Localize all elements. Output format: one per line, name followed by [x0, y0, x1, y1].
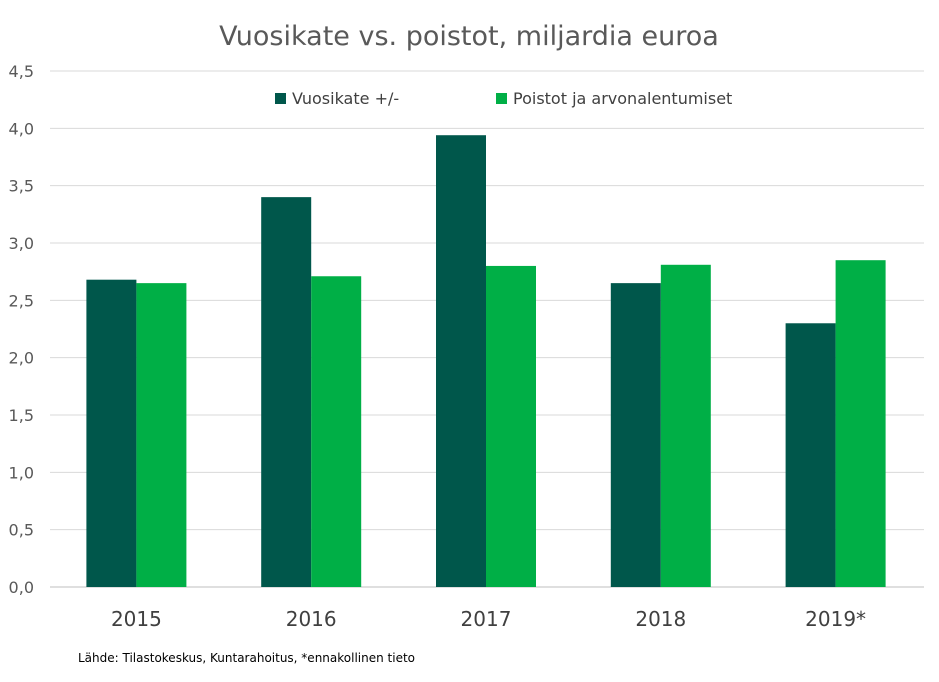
bar-poistot	[486, 265, 536, 587]
bar-vuosikate	[610, 283, 661, 587]
y-tick-label: 4,5	[9, 62, 34, 81]
bar-poistot	[136, 283, 187, 587]
x-tick-label: 2016	[286, 607, 337, 631]
bar-poistot	[311, 276, 362, 587]
legend-label-vuosikate: Vuosikate +/-	[292, 89, 399, 108]
x-tick-label: 2019*	[805, 607, 866, 631]
x-axis-tick-labels: 2015 2016 2017 2018 2019*	[111, 607, 866, 631]
y-tick-label: 0,0	[9, 578, 34, 597]
bar-vuosikate	[261, 197, 312, 587]
bar-poistot	[660, 264, 711, 587]
legend-swatch-vuosikate	[275, 93, 286, 104]
y-axis-tick-labels: 0,0 0,5 1,0 1,5 2,0 2,5 3,0 3,5 4,0 4,5	[9, 62, 34, 597]
legend-swatch-poistot	[496, 93, 507, 104]
y-tick-label: 2,0	[9, 349, 34, 368]
bar-vuosikate	[436, 135, 486, 588]
y-tick-label: 0,5	[9, 521, 34, 540]
y-tick-label: 4,0	[9, 119, 34, 138]
source-note: Lähde: Tilastokeskus, Kuntarahoitus, *en…	[78, 651, 415, 665]
y-tick-label: 2,5	[9, 291, 34, 310]
bars	[86, 135, 886, 588]
x-tick-label: 2015	[111, 607, 162, 631]
bar-poistot	[835, 260, 886, 587]
x-tick-label: 2017	[461, 607, 512, 631]
y-tick-label: 1,0	[9, 463, 34, 482]
bar-vuosikate	[86, 279, 137, 587]
x-tick-label: 2018	[635, 607, 686, 631]
y-tick-label: 1,5	[9, 406, 34, 425]
y-tick-label: 3,5	[9, 177, 34, 196]
chart-title: Vuosikate vs. poistot, miljardia euroa	[219, 21, 719, 52]
bar-vuosikate	[785, 323, 836, 587]
legend: Vuosikate +/- Poistot ja arvonalentumise…	[275, 89, 732, 108]
y-tick-label: 3,0	[9, 234, 34, 253]
legend-label-poistot: Poistot ja arvonalentumiset	[513, 89, 732, 108]
